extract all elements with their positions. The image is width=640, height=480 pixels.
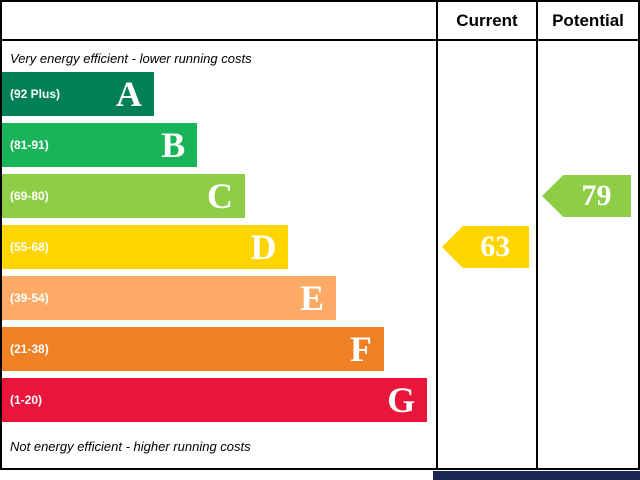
band-letter: F [349,329,372,369]
potential-rating-column: 79 [536,41,638,468]
header-spacer-cell [2,2,436,39]
band-range-label: (92 Plus) [10,87,61,101]
band-row: (21-38) F [2,327,384,371]
band-row: (1-20) G [2,378,428,422]
band-row: (39-54) E [2,276,337,320]
band-letter: D [250,227,277,267]
current-rating-column: 63 [436,41,536,468]
potential-rating-arrow: 79 [542,175,631,217]
band-row: (81-91) B [2,123,198,167]
band-row: (55-68) D [2,225,289,269]
band-range-label: (39-54) [10,291,49,305]
current-rating-value: 63 [480,230,511,263]
band-row: (69-80) C [2,174,246,218]
footer-strip [433,471,640,480]
bottom-caption: Not energy efficient - higher running co… [10,439,251,454]
band-letter: C [207,176,234,216]
current-rating-arrow: 63 [442,226,529,268]
band-range-label: (21-38) [10,342,49,356]
band-row: (92 Plus) A [2,72,154,116]
bands-chart-area: Very energy efficient - lower running co… [2,41,436,468]
table-header: Current Potential [2,2,638,41]
epc-table: Current Potential Very energy efficient … [0,0,640,470]
band-letter: E [300,278,325,318]
potential-rating-value: 79 [581,179,612,212]
potential-column-header: Potential [536,2,638,39]
band-letter: A [115,74,142,114]
band-letter: G [387,380,416,420]
band-range-label: (81-91) [10,138,49,152]
band-range-label: (1-20) [10,393,43,407]
table-body: Very energy efficient - lower running co… [2,41,638,468]
current-column-header: Current [436,2,536,39]
band-range-label: (69-80) [10,189,49,203]
top-caption: Very energy efficient - lower running co… [10,51,252,66]
band-range-label: (55-68) [10,240,49,254]
band-letter: B [161,125,186,165]
